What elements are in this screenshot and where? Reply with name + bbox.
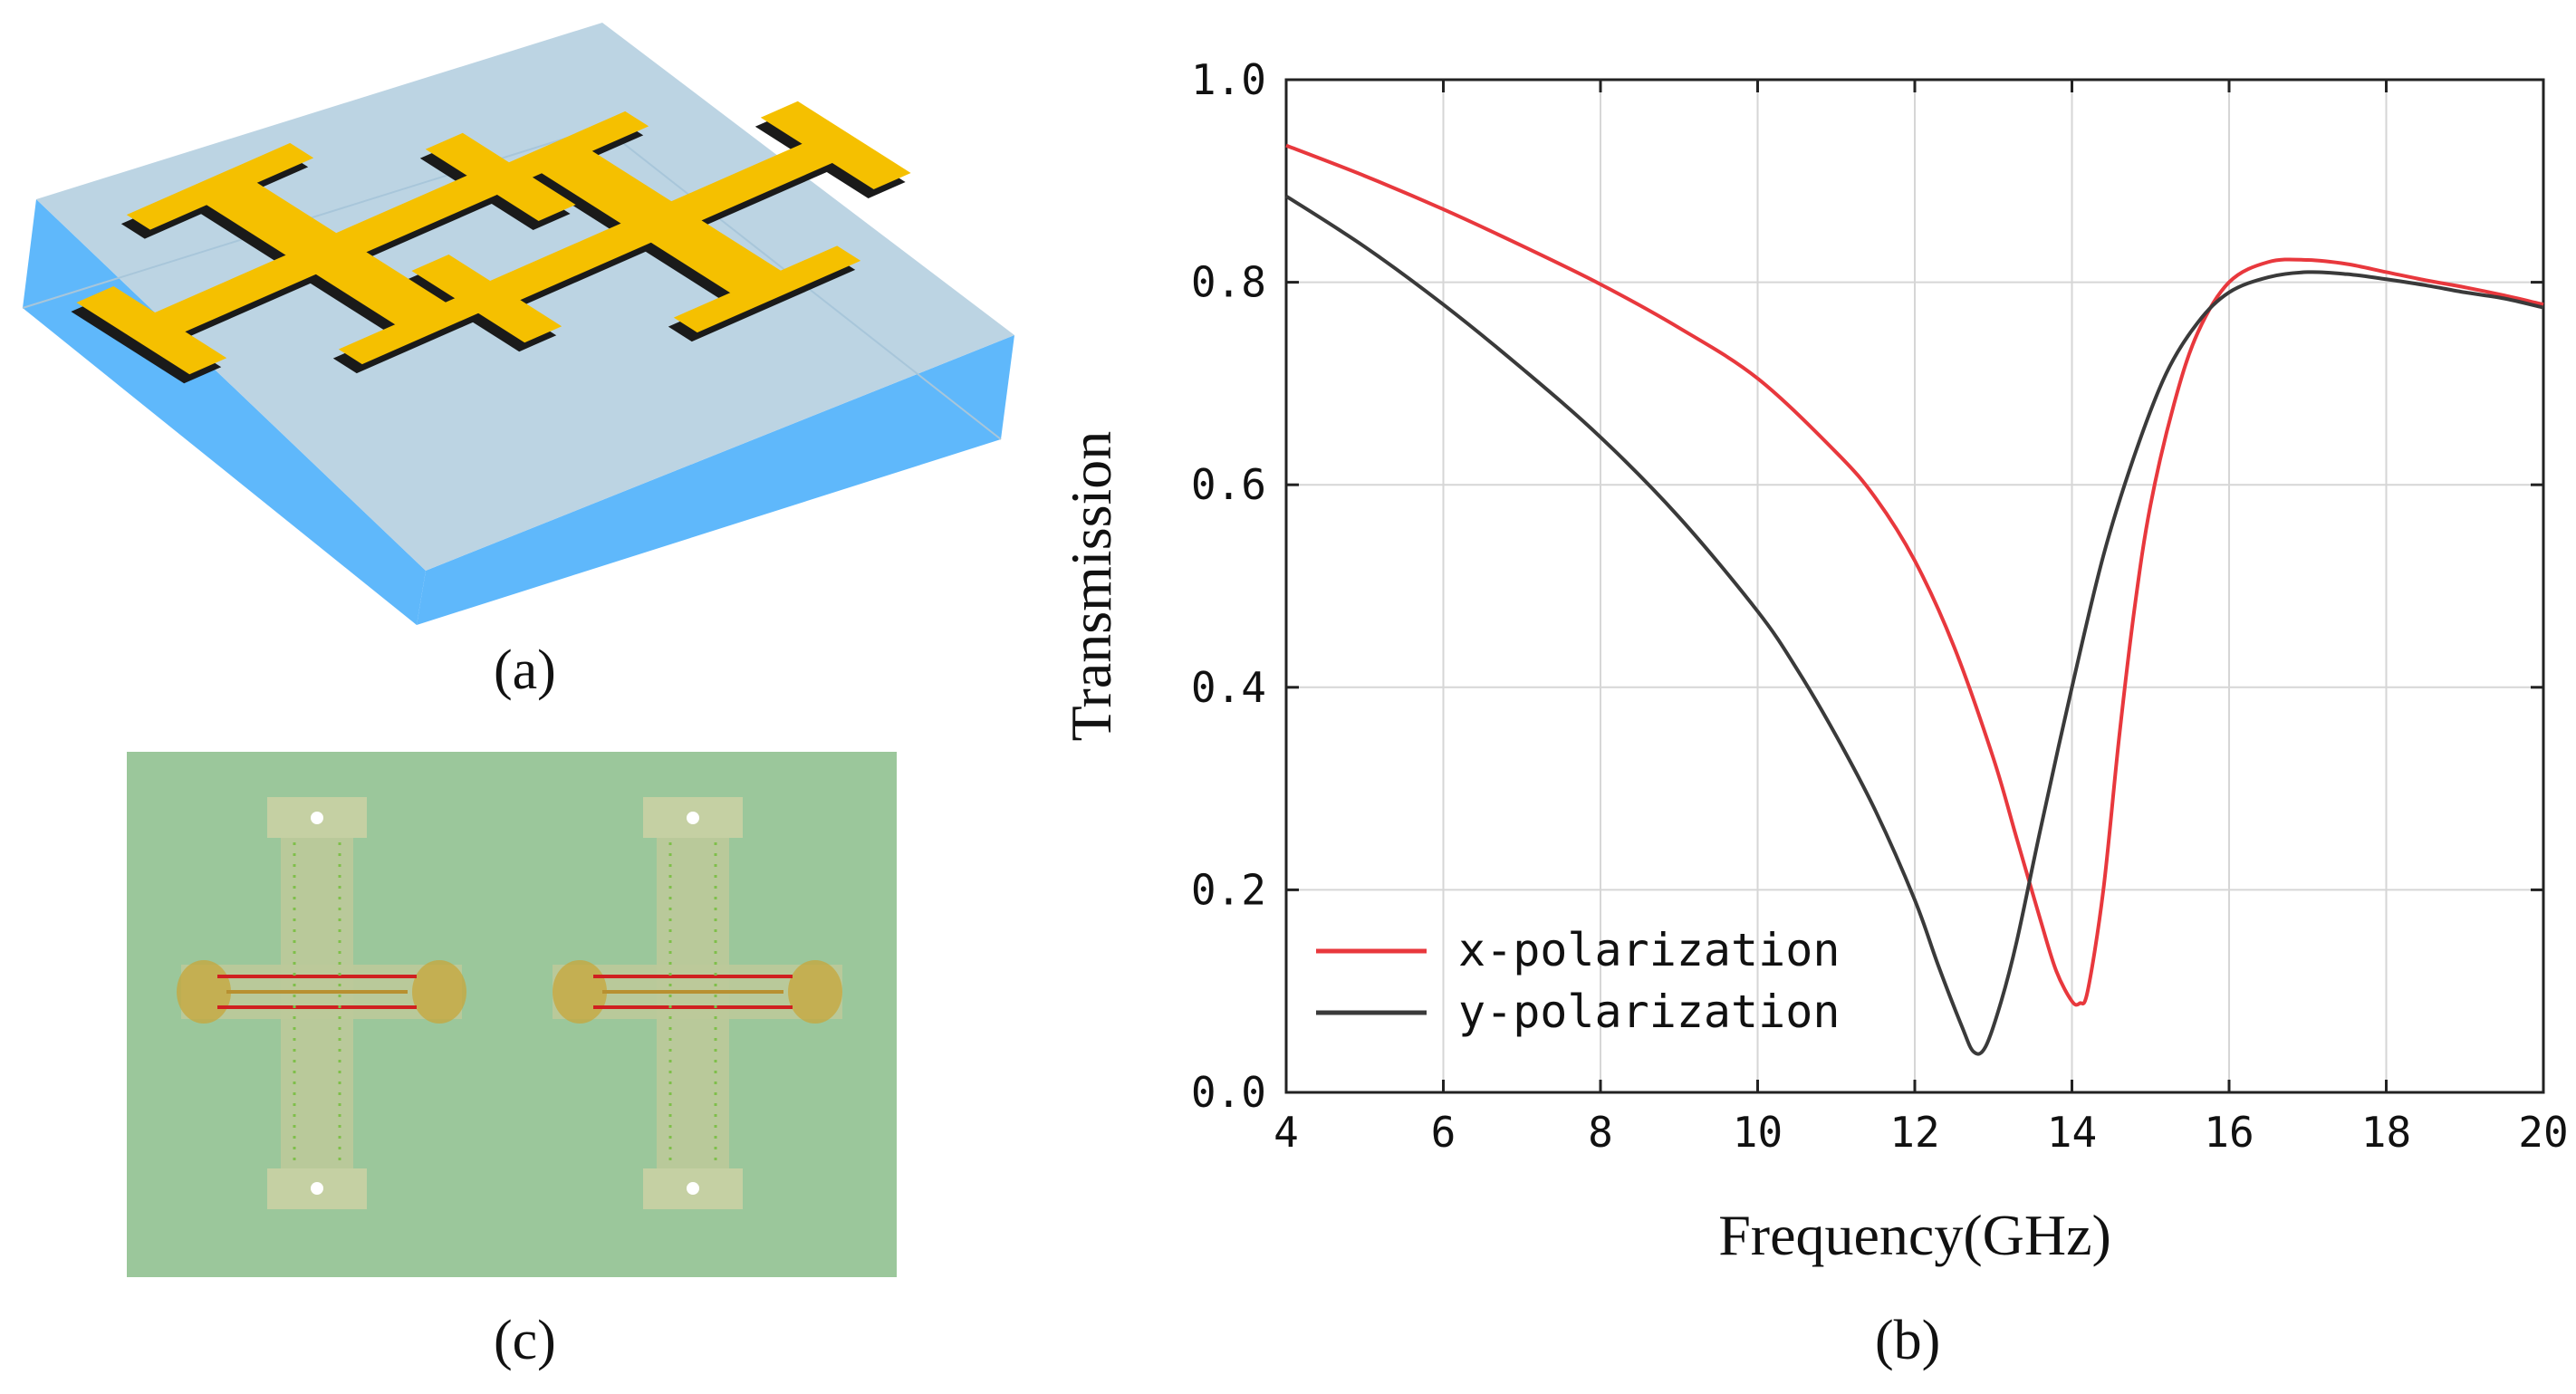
surface-current-diagram (127, 752, 897, 1277)
legend-y-polarization-label: y-polarization (1458, 985, 1840, 1038)
y-tick-label: 0.2 (1191, 865, 1266, 914)
y-tick-label: 0.4 (1191, 663, 1266, 712)
substrate-front-side (417, 335, 1014, 625)
legend-x-polarization-label: x-polarization (1458, 924, 1840, 976)
series-x-polarization-line (1285, 143, 2544, 1007)
y-tick-label: 1.0 (1191, 55, 1266, 104)
metal-cross-left (76, 132, 576, 375)
chart-ticks: 4 6 8 10 12 14 16 18 20 0.0 0.2 0.4 0.6 0.8 1.0 (1191, 55, 2569, 1157)
caption-c: (c) (494, 1310, 556, 1371)
caption-b: (b) (1875, 1310, 1941, 1371)
x-tick-label: 16 (2204, 1108, 2254, 1157)
cross-right (553, 797, 842, 1209)
x-axis-title: Frequency(GHz) (1718, 1203, 2111, 1267)
x-tick-label: 10 (1733, 1108, 1783, 1157)
x-tick-label: 12 (1889, 1108, 1939, 1157)
chart-series (1284, 143, 2544, 1056)
x-tick-label: 20 (2518, 1108, 2568, 1157)
metal-cross-right (411, 101, 911, 343)
x-tick-label: 8 (1588, 1108, 1613, 1157)
metal-pattern (76, 101, 911, 375)
transmission-chart: 4 6 8 10 12 14 16 18 20 0.0 0.2 0.4 0.6 0.8 1.0 Freque… (1059, 55, 2569, 1267)
legend: x-polarization y-polarization (1316, 924, 1840, 1038)
series-y-polarization-line (1284, 194, 2544, 1056)
y-tick-label: 0.8 (1191, 258, 1266, 307)
x-tick-label: 6 (1431, 1108, 1456, 1157)
y-tick-label: 0.6 (1191, 460, 1266, 509)
cross-left (177, 797, 466, 1209)
x-tick-label: 14 (2047, 1108, 2097, 1157)
caption-a: (a) (494, 639, 556, 701)
x-tick-label: 4 (1274, 1108, 1299, 1157)
y-axis-title: Transmission (1059, 431, 1123, 742)
unit-cell-3d-diagram (22, 23, 1014, 625)
x-tick-label: 18 (2361, 1108, 2411, 1157)
y-tick-label: 0.0 (1191, 1068, 1266, 1117)
